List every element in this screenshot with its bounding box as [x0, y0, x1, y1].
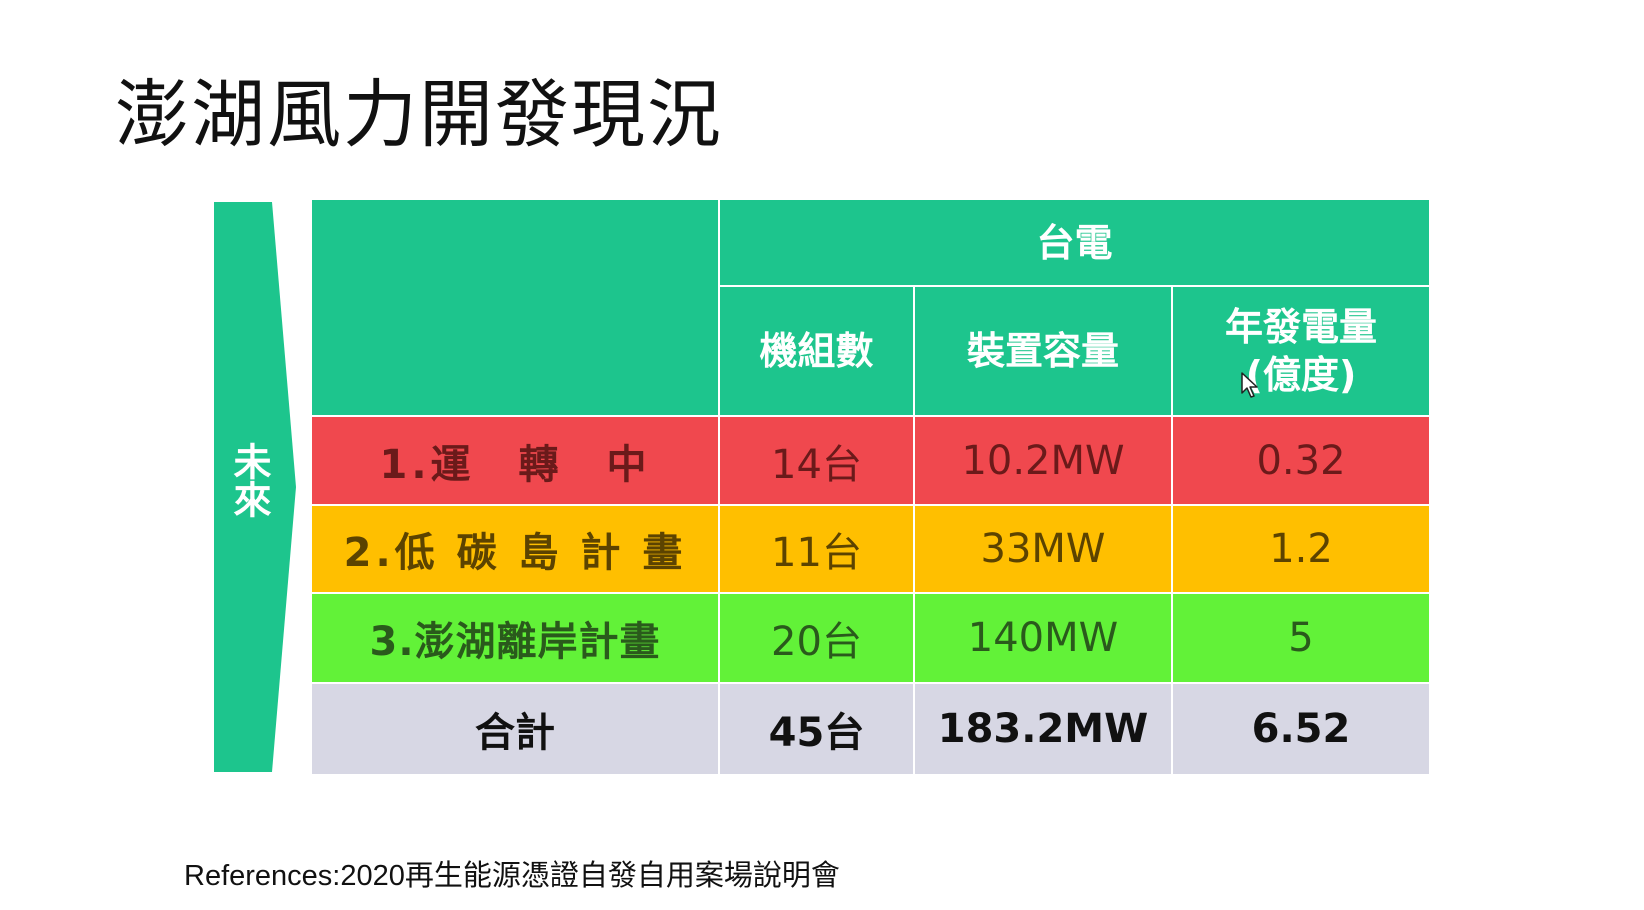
group-header-taipower: 台電: [720, 200, 1429, 287]
mouse-pointer-icon: [1241, 372, 1259, 402]
future-arrow: 未來: [214, 202, 312, 772]
future-label: 未來: [227, 442, 271, 518]
column-header-capacity: 裝置容量: [915, 287, 1173, 417]
row-label-total: 合計: [312, 684, 720, 774]
row-label-operating: 1.運 轉 中: [312, 417, 720, 506]
slide-title: 澎湖風力開發現況: [115, 72, 723, 158]
cell-capacity: 10.2MW: [915, 417, 1173, 506]
column-header-generation: 年發電量 (億度): [1173, 287, 1429, 417]
cell-capacity: 33MW: [915, 506, 1173, 594]
cell-capacity: 140MW: [915, 594, 1173, 684]
cell-units: 20台: [720, 594, 915, 684]
cell-units-total: 45台: [720, 684, 915, 774]
cell-units: 11台: [720, 506, 915, 594]
row-label-low-carbon-island: 2.低 碳 島 計 畫: [312, 506, 720, 594]
wind-power-table: 台電 機組數 裝置容量 年發電量 (億度) 1.運 轉 中 14台 10.2MW…: [312, 200, 1429, 774]
column-header-units: 機組數: [720, 287, 915, 417]
chevron-arrow-icon: [214, 202, 296, 772]
row-label-offshore: 3.澎湖離岸計畫: [312, 594, 720, 684]
cell-generation: 5: [1173, 594, 1429, 684]
cell-capacity-total: 183.2MW: [915, 684, 1173, 774]
cell-generation: 1.2: [1173, 506, 1429, 594]
cell-units: 14台: [720, 417, 915, 506]
cell-generation-total: 6.52: [1173, 684, 1429, 774]
header-empty-cell: [312, 200, 720, 417]
reference-note: References:2020再生能源憑證自發自用案場說明會: [184, 860, 840, 892]
cell-generation: 0.32: [1173, 417, 1429, 506]
